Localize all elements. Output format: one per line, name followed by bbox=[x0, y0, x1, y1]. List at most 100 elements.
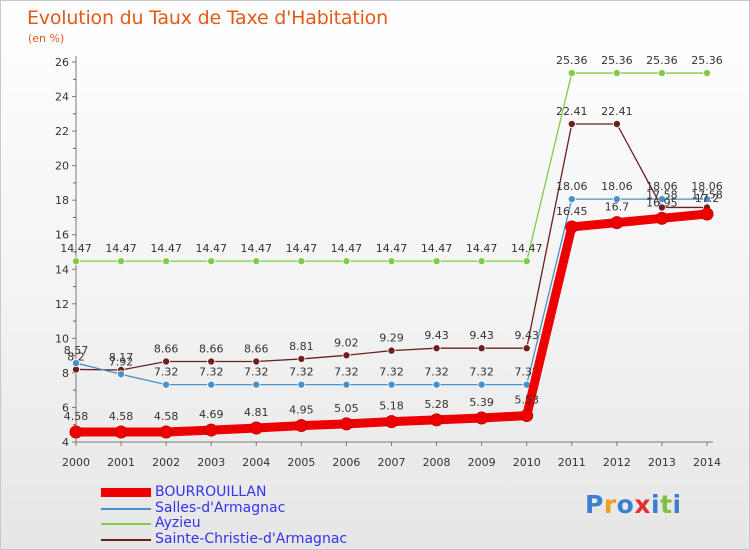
logo-letter: o bbox=[616, 490, 635, 519]
series-salles-d-armagnac: 8.57 7.92 7.32 7.32 7.32 7.32 7.32 7.32 7.32 7.32… bbox=[64, 180, 723, 389]
data-point bbox=[703, 69, 712, 78]
x-tick-label: 2000 bbox=[62, 456, 90, 469]
data-point bbox=[297, 380, 306, 389]
legend-swatch bbox=[101, 538, 151, 541]
data-label: 22.41 bbox=[601, 105, 633, 118]
data-label: 16.7 bbox=[605, 201, 630, 214]
data-point bbox=[342, 257, 351, 266]
data-label: 7.32 bbox=[289, 366, 314, 379]
data-label: 25.36 bbox=[601, 54, 633, 67]
data-point bbox=[387, 257, 396, 266]
x-tick-label: 2007 bbox=[378, 456, 406, 469]
data-point bbox=[252, 380, 261, 389]
data-label: 9.43 bbox=[469, 329, 494, 342]
data-label: 4.81 bbox=[244, 406, 269, 419]
data-point bbox=[114, 425, 128, 439]
data-label: 14.47 bbox=[286, 242, 318, 255]
data-label: 14.47 bbox=[421, 242, 453, 255]
data-point bbox=[432, 344, 441, 353]
x-tick-label: 2003 bbox=[197, 456, 225, 469]
data-label: 5.18 bbox=[379, 400, 404, 413]
data-label: 25.36 bbox=[691, 54, 723, 67]
data-point bbox=[567, 195, 576, 204]
data-label: 4.69 bbox=[199, 408, 224, 421]
series-line bbox=[75, 72, 708, 262]
data-point bbox=[342, 380, 351, 389]
data-label: 17.58 bbox=[646, 188, 678, 201]
data-label: 18.06 bbox=[601, 180, 633, 193]
data-label: 17.2 bbox=[695, 192, 720, 205]
data-label: 18.06 bbox=[556, 180, 588, 193]
legend-swatch bbox=[101, 523, 151, 525]
data-point bbox=[432, 380, 441, 389]
x-tick-label: 2005 bbox=[287, 456, 315, 469]
data-label: 14.47 bbox=[195, 242, 227, 255]
x-tick-label: 2010 bbox=[513, 456, 541, 469]
data-point bbox=[162, 357, 171, 366]
data-point bbox=[657, 203, 666, 212]
x-tick-label: 2006 bbox=[332, 456, 360, 469]
y-tick-label: 8 bbox=[62, 367, 69, 380]
data-label: 7.32 bbox=[379, 366, 404, 379]
x-tick-label: 2009 bbox=[468, 456, 496, 469]
data-label: 22.41 bbox=[556, 105, 588, 118]
logo-letter: i bbox=[672, 490, 682, 519]
line-chart: 4 6 8 10 12 14 16 18 20 22 24 26 2000 2001 2002 2003 200… bbox=[55, 54, 723, 469]
y-tick-label: 20 bbox=[55, 160, 69, 173]
x-tick-label: 2013 bbox=[648, 456, 676, 469]
data-point bbox=[567, 120, 576, 129]
legend-label: Sainte-Christie-d'Armagnac bbox=[155, 530, 348, 547]
data-point bbox=[520, 409, 534, 423]
series-ayzieu: 14.47 14.47 14.47 14.47 14.47 14.47 14.47 14.47… bbox=[60, 54, 723, 266]
data-label: 14.47 bbox=[60, 242, 92, 255]
y-tick-label: 18 bbox=[55, 194, 69, 207]
data-point bbox=[159, 425, 173, 439]
x-tick-label: 2008 bbox=[423, 456, 451, 469]
data-label: 14.47 bbox=[105, 242, 137, 255]
data-label: 5.53 bbox=[514, 394, 539, 407]
data-label: 7.32 bbox=[469, 366, 494, 379]
y-tick-label: 12 bbox=[55, 298, 69, 311]
data-point bbox=[342, 351, 351, 360]
chart-subtitle: (en %) bbox=[28, 32, 65, 45]
series-sainte-christie-d-armagnac: 8.2 8.17 8.66 8.66 8.66 8.81 9.02 9.29 9.43 9.43 9… bbox=[67, 105, 723, 374]
data-label: 18.06 bbox=[646, 180, 678, 193]
data-label: 4.95 bbox=[289, 404, 314, 417]
data-label: 8.66 bbox=[199, 343, 224, 356]
data-point bbox=[207, 357, 216, 366]
y-tick-label: 6 bbox=[62, 401, 69, 414]
data-point bbox=[565, 220, 579, 234]
data-label: 14.47 bbox=[376, 242, 408, 255]
data-point bbox=[297, 354, 306, 363]
data-point bbox=[204, 423, 218, 437]
data-point bbox=[252, 257, 261, 266]
data-point bbox=[117, 370, 126, 379]
y-tick-label: 24 bbox=[55, 91, 69, 104]
x-tick-label: 2014 bbox=[693, 456, 721, 469]
data-point bbox=[475, 411, 489, 425]
data-point bbox=[522, 257, 531, 266]
data-point bbox=[252, 357, 261, 366]
data-label: 9.29 bbox=[379, 332, 404, 345]
data-label: 9.43 bbox=[424, 329, 449, 342]
y-tick-label: 4 bbox=[62, 436, 69, 449]
x-tick-label: 2002 bbox=[152, 456, 180, 469]
data-point bbox=[207, 257, 216, 266]
data-label: 7.92 bbox=[109, 355, 134, 368]
data-label: 4.58 bbox=[109, 410, 134, 423]
data-point bbox=[432, 257, 441, 266]
data-point bbox=[385, 415, 398, 429]
data-label: 9.43 bbox=[514, 329, 539, 342]
data-label: 14.47 bbox=[331, 242, 363, 255]
legend-label: Ayzieu bbox=[155, 515, 201, 531]
data-point bbox=[72, 359, 81, 368]
legend-label: Salles-d'Armagnac bbox=[155, 499, 286, 516]
data-point bbox=[612, 69, 621, 78]
data-label: 25.36 bbox=[646, 54, 678, 67]
logo-letter: x bbox=[634, 490, 651, 519]
data-point bbox=[477, 257, 486, 266]
data-label: 7.32 bbox=[154, 366, 179, 379]
data-label: 16.95 bbox=[646, 196, 678, 209]
data-label: 8.2 bbox=[67, 350, 85, 363]
